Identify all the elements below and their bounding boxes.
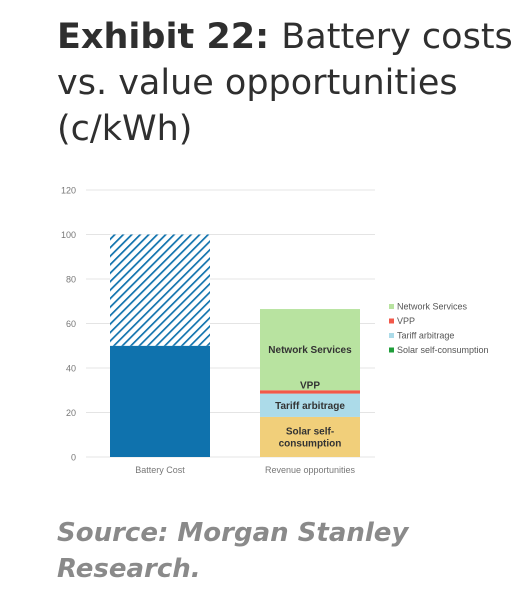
segment-label-line: VPP — [300, 380, 320, 391]
x-tick-label: Battery Cost — [135, 465, 185, 475]
segment-labels: Solar self-consumption Tariff arbitrage VP… — [268, 345, 352, 449]
y-tick-label: 60 — [66, 319, 76, 329]
source-note: Source: Morgan Stanley Research. — [57, 518, 409, 584]
legend-swatch — [389, 304, 394, 309]
segment-label-line: Network Services — [268, 345, 352, 356]
y-tick-label: 0 — [71, 453, 76, 463]
legend-swatch — [389, 318, 394, 324]
y-tick-label: 80 — [66, 275, 76, 285]
legend-swatch — [389, 333, 394, 338]
segment-label-network-services: Network Services — [268, 345, 352, 356]
bar-segment-solar-self-consumption — [260, 416, 360, 457]
bar-battery-cost-solid — [110, 345, 210, 457]
segment-label-line: Solar self- — [286, 426, 334, 437]
y-tick-label: 100 — [61, 230, 76, 240]
legend: Network Services VPP Tariff arbitrage Solar… — [389, 302, 489, 355]
bar-battery-cost-hatched — [110, 234, 210, 346]
y-tick-label: 40 — [66, 364, 76, 374]
segment-label-line: consumption — [279, 438, 342, 449]
stacked-bar-chart: 0 20 40 60 80 100 120 Solar self-consumption Ta… — [61, 186, 489, 476]
x-axis-tick-labels: Battery Cost Revenue opportunities — [135, 465, 355, 475]
legend-label: Solar self-consumption — [397, 345, 489, 355]
y-axis-tick-labels: 0 20 40 60 80 100 120 — [61, 186, 76, 463]
bar-segment-vpp — [260, 390, 360, 394]
y-tick-label: 120 — [61, 186, 76, 196]
bar-segment-tariff-arbitrage — [260, 393, 360, 417]
legend-swatch — [389, 347, 394, 353]
segment-label-vpp: VPP — [300, 380, 320, 391]
legend-label: VPP — [397, 316, 415, 326]
y-tick-label: 20 — [66, 408, 76, 418]
x-tick-label: Revenue opportunities — [265, 465, 356, 475]
legend-label: Tariff arbitrage — [397, 331, 454, 341]
segment-label-solar-self-consumption: Solar self-consumption — [279, 426, 342, 449]
chart-title: Exhibit 22: Battery costs vs. value oppo… — [57, 14, 517, 152]
segment-label-tariff-arbitrage: Tariff arbitrage — [275, 401, 345, 412]
segment-label-line: Tariff arbitrage — [275, 401, 345, 412]
chart-title-text: Battery costs vs. value opportunities (c… — [57, 17, 513, 149]
bar-segment-network-services — [260, 309, 360, 391]
exhibit-number: Exhibit 22: — [57, 17, 270, 57]
legend-label: Network Services — [397, 302, 468, 312]
bars — [110, 234, 360, 457]
